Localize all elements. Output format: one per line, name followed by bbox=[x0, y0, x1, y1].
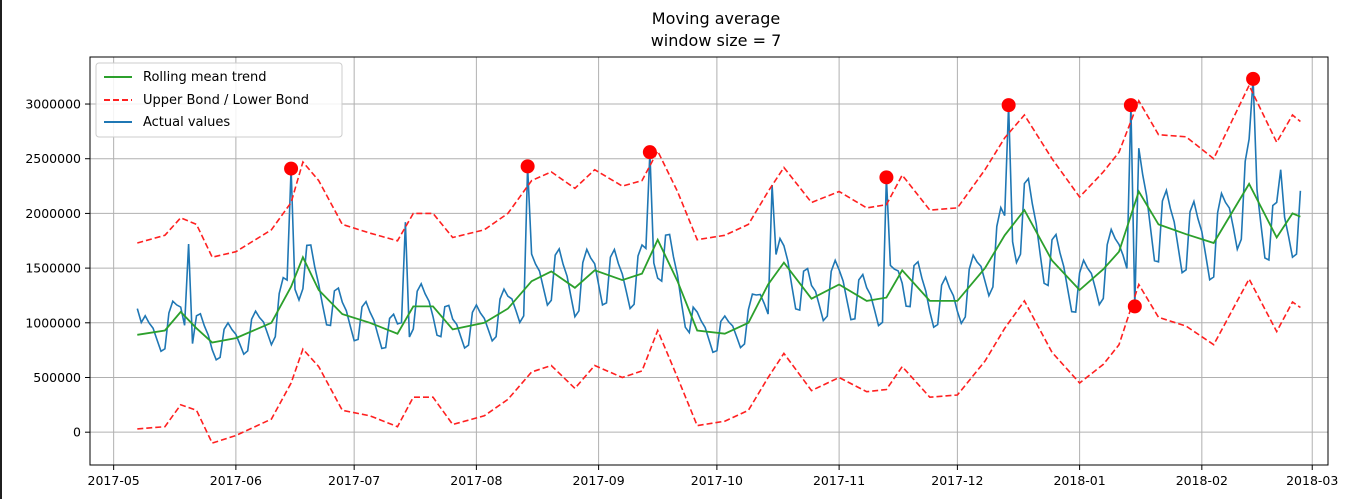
y-tick-label: 3000000 bbox=[25, 97, 81, 112]
legend-box bbox=[95, 62, 343, 138]
x-tick-label: 2017-11 bbox=[813, 473, 865, 488]
rolling-mean-line bbox=[137, 182, 1301, 344]
legend-label-bounds: Upper Bond / Lower Bond bbox=[143, 93, 309, 108]
y-tick-label: 1000000 bbox=[25, 315, 81, 330]
x-tick-label: 2017-08 bbox=[450, 473, 502, 488]
x-tick-label: 2017-06 bbox=[210, 473, 262, 488]
plot-area bbox=[89, 56, 1329, 466]
anomaly-point bbox=[1127, 299, 1142, 314]
anomaly-point bbox=[1246, 71, 1261, 86]
chart-subtitle: window size = 7 bbox=[651, 31, 782, 50]
y-tick-label: 1500000 bbox=[25, 261, 81, 276]
x-tick-label: 2017-10 bbox=[691, 473, 743, 488]
legend-label-rolling-mean: Rolling mean trend bbox=[143, 70, 267, 85]
x-tick-label: 2018-01 bbox=[1053, 473, 1105, 488]
anomaly-point bbox=[879, 170, 894, 185]
legend: Rolling mean trend Upper Bond / Lower Bo… bbox=[95, 62, 343, 138]
y-tick-label: 0 bbox=[73, 425, 81, 440]
x-tick-label: 2018-02 bbox=[1176, 473, 1228, 488]
anomaly-point bbox=[284, 161, 299, 176]
x-tick-label: 2018-03 bbox=[1286, 473, 1338, 488]
series-layer bbox=[136, 78, 1302, 445]
x-tick-label: 2017-12 bbox=[931, 473, 983, 488]
window-left-border bbox=[0, 0, 2, 499]
lower-bound-line bbox=[137, 277, 1301, 445]
upper-bound-line bbox=[137, 83, 1301, 259]
x-tick-label: 2017-07 bbox=[328, 473, 380, 488]
x-tick-label: 2017-09 bbox=[572, 473, 624, 488]
y-tick-label: 500000 bbox=[33, 370, 81, 385]
anomaly-point bbox=[1123, 98, 1138, 113]
x-axis: 2017-05 2017-06 2017-07 2017-08 2017-09 2017-… bbox=[88, 465, 1338, 488]
legend-label-actual: Actual values bbox=[143, 115, 230, 130]
anomaly-point bbox=[1001, 98, 1016, 113]
y-axis: 0 500000 1000000 1500000 2000000 2500000 30000… bbox=[25, 97, 90, 440]
x-tick-label: 2017-05 bbox=[88, 473, 140, 488]
y-tick-label: 2000000 bbox=[25, 206, 81, 221]
actual-values-line bbox=[136, 78, 1302, 361]
y-tick-label: 2500000 bbox=[25, 151, 81, 166]
anomaly-point bbox=[520, 159, 535, 174]
anomaly-point bbox=[642, 145, 657, 160]
chart-title: Moving average bbox=[652, 9, 780, 28]
anomaly-markers bbox=[284, 71, 1261, 314]
